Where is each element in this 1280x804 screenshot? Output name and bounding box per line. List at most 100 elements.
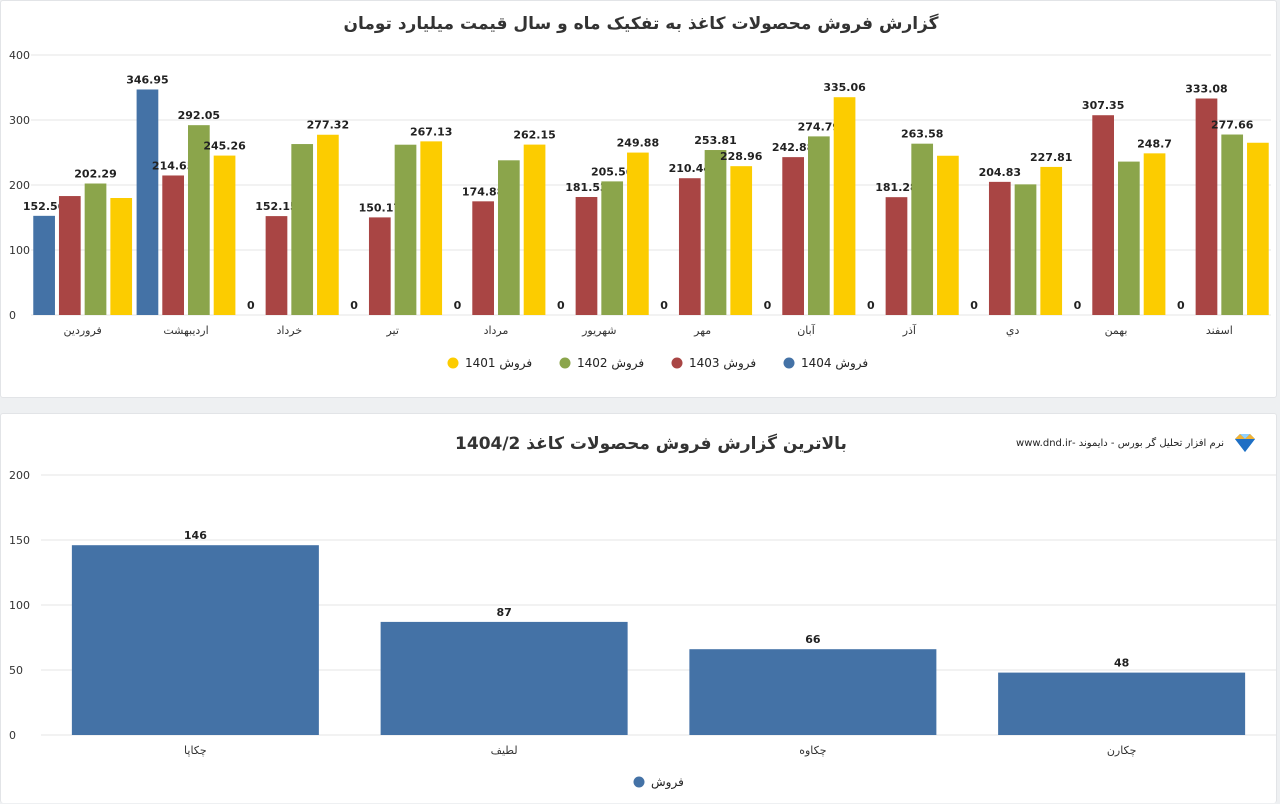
bar <box>213 155 236 315</box>
x-tick-label: آبان <box>797 323 815 337</box>
bar <box>33 215 55 315</box>
data-label: 174.88 <box>462 185 504 198</box>
bar <box>1092 115 1114 315</box>
data-label: 0 <box>557 299 565 312</box>
brand-text: نرم افزار تحلیل گر بورس - دایموند -www.d… <box>1016 437 1224 449</box>
data-label: 0 <box>247 299 255 312</box>
data-label: 274.79 <box>798 120 840 133</box>
y-tick-label: 100 <box>9 599 30 612</box>
bar <box>317 134 339 315</box>
bar <box>291 144 314 315</box>
bar <box>885 197 908 315</box>
bar <box>730 166 753 315</box>
data-label: 214.65 <box>152 159 194 172</box>
data-label: 146 <box>184 529 207 542</box>
y-tick-label: 0 <box>9 309 16 322</box>
data-label: 87 <box>496 606 511 619</box>
legend-marker <box>559 357 571 369</box>
legend-label: فروش 1403 <box>689 356 756 371</box>
bar <box>1221 134 1244 315</box>
bar <box>265 216 288 315</box>
top-sales-chart-panel: بالاترین گزارش فروش محصولات کاغذ 1404/2 … <box>0 413 1277 803</box>
data-label: 242.88 <box>772 141 814 154</box>
data-label: 48 <box>1114 657 1129 670</box>
bar <box>1247 142 1269 315</box>
legend-marker <box>671 357 683 369</box>
data-label: 292.05 <box>178 109 220 122</box>
bar <box>1014 184 1037 315</box>
x-tick-label: مهر <box>693 324 711 337</box>
x-tick-label: مرداد <box>484 324 509 337</box>
y-tick-label: 150 <box>9 534 30 547</box>
x-tick-label: شهریور <box>581 324 616 337</box>
bar <box>833 97 856 315</box>
data-label: 0 <box>350 299 358 312</box>
data-label: 202.29 <box>74 168 116 181</box>
bar <box>1118 161 1140 315</box>
x-tick-label: اسفند <box>1206 324 1233 337</box>
bar <box>1040 166 1063 315</box>
y-tick-label: 200 <box>9 179 30 192</box>
legend-label: فروش 1401 <box>465 356 532 371</box>
data-label: 0 <box>1177 299 1185 312</box>
legend-label: فروش 1404 <box>801 356 868 371</box>
data-label: 205.56 <box>591 165 634 178</box>
data-label: 150.17 <box>359 201 401 214</box>
data-label: 277.66 <box>1211 119 1254 132</box>
data-label: 152.15 <box>255 200 297 213</box>
data-label: 227.81 <box>1030 151 1072 164</box>
bar <box>704 150 727 315</box>
bar <box>420 141 443 315</box>
chart1-title: گزارش فروش محصولات کاغذ به تفکیک ماه و س… <box>343 14 939 34</box>
data-label: 204.83 <box>979 166 1021 179</box>
x-tick-label: دي <box>1006 324 1020 337</box>
data-label: 248.7 <box>1137 137 1172 150</box>
bar <box>911 143 934 315</box>
data-label: 228.96 <box>720 150 763 163</box>
bar <box>937 155 959 315</box>
y-tick-label: 300 <box>9 114 30 127</box>
bar <box>58 196 81 315</box>
bar <box>627 152 649 315</box>
bar <box>1143 153 1166 315</box>
data-label: 333.08 <box>1185 82 1227 95</box>
data-label: 245.26 <box>203 140 246 153</box>
x-tick-label: چکاوه <box>799 744 826 757</box>
data-label: 249.88 <box>617 137 659 150</box>
x-tick-label: خرداد <box>276 324 302 337</box>
data-label: 152.56 <box>23 200 66 213</box>
data-label: 346.95 <box>126 73 168 86</box>
bar <box>523 144 546 315</box>
bar <box>1195 98 1218 315</box>
data-label: 0 <box>1074 299 1082 312</box>
data-label: 0 <box>454 299 462 312</box>
y-tick-label: 100 <box>9 244 30 257</box>
legend-marker <box>447 357 459 369</box>
data-label: 263.58 <box>901 128 943 141</box>
data-label: 66 <box>805 633 821 646</box>
y-tick-label: 50 <box>9 664 23 677</box>
bar <box>84 183 107 315</box>
legend-label: فروش <box>651 775 684 790</box>
bar <box>394 144 417 315</box>
bar <box>678 178 701 315</box>
chart2-title: بالاترین گزارش فروش محصولات کاغذ 1404/2 <box>455 434 847 454</box>
data-label: 267.13 <box>410 125 452 138</box>
x-tick-label: فروردین <box>64 324 102 337</box>
legend-marker <box>633 776 645 788</box>
data-label: 253.81 <box>694 134 736 147</box>
bar <box>188 125 210 315</box>
legend-marker <box>783 357 795 369</box>
bar <box>782 157 804 315</box>
data-label: 335.06 <box>823 81 866 94</box>
x-tick-label: بهمن <box>1105 324 1128 337</box>
data-label: 181.53 <box>565 181 607 194</box>
y-tick-label: 0 <box>9 729 16 742</box>
x-tick-label: اردیبهشت <box>163 324 208 337</box>
data-label: 0 <box>660 299 668 312</box>
bar <box>575 197 598 315</box>
data-label: 307.35 <box>1082 99 1124 112</box>
bar <box>71 545 319 735</box>
bar <box>988 181 1011 315</box>
bar <box>472 201 494 315</box>
